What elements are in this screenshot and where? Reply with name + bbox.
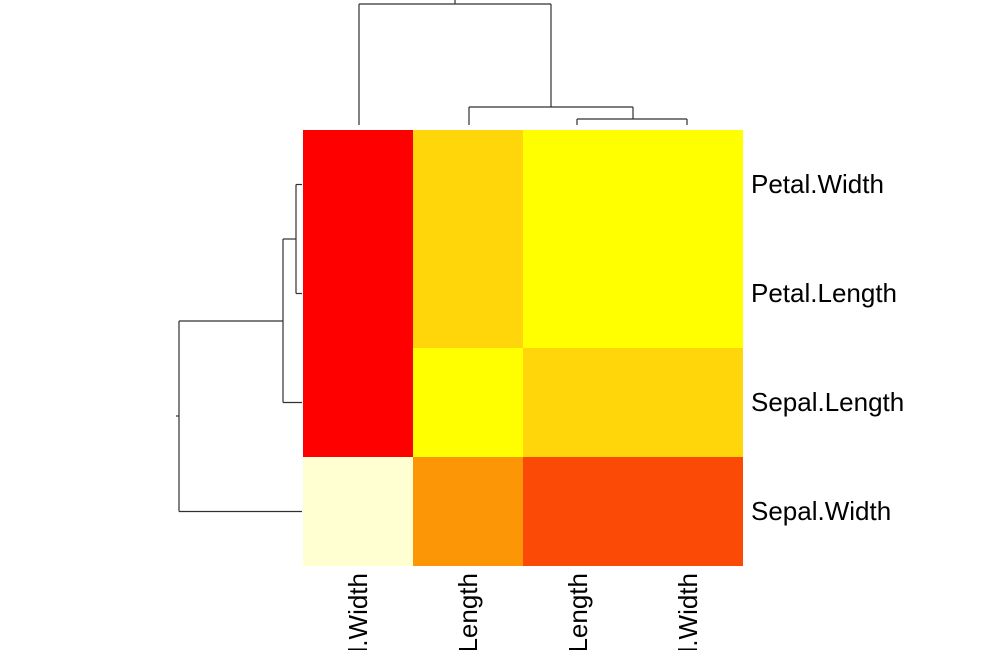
heatmap-cell-r2c1 [413, 348, 523, 457]
heatmap-cell-r3c3 [633, 457, 743, 566]
heatmap-cell-r0c3 [633, 130, 743, 239]
heatmap-cell-r1c1 [413, 239, 523, 348]
heatmap-cell-r3c2 [523, 457, 633, 566]
heatmap-cell-r2c0 [303, 348, 413, 457]
row-label-0: Petal.Width [751, 169, 884, 199]
row-label-2: Sepal.Length [751, 387, 905, 417]
heatmap-grid [303, 130, 743, 566]
heatmap-cell-r1c0 [303, 239, 413, 348]
heatmap-cell-r0c0 [303, 130, 413, 239]
heatmap-cell-r3c1 [413, 457, 523, 566]
col-label-0: Sepal.Width [343, 573, 373, 650]
heatmap-cell-r0c2 [523, 130, 633, 239]
top-dendrogram [358, 0, 688, 125]
heatmap-cell-r1c3 [633, 239, 743, 348]
left-dendrogram [176, 183, 302, 513]
col-label-3: Petal.Width [673, 573, 703, 650]
col-label-1: Sepal.Length [453, 573, 483, 650]
row-label-1: Petal.Length [751, 278, 898, 308]
heatmap-cell-r2c3 [633, 348, 743, 457]
col-label-2: Petal.Length [563, 573, 593, 650]
heatmap-cell-r3c0 [303, 457, 413, 566]
heatmap-cell-r2c2 [523, 348, 633, 457]
row-labels: Petal.Width Petal.Length Sepal.Length Sepal… [751, 130, 991, 566]
heatmap-cell-r1c2 [523, 239, 633, 348]
row-label-3: Sepal.Width [751, 496, 892, 526]
heatmap-cell-r0c1 [413, 130, 523, 239]
